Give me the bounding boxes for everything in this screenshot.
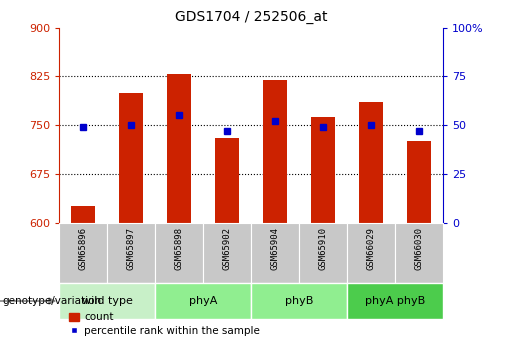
- Legend: count, percentile rank within the sample: count, percentile rank within the sample: [64, 308, 264, 340]
- Bar: [59, 223, 107, 283]
- Text: GSM65904: GSM65904: [270, 227, 280, 270]
- Text: GSM65902: GSM65902: [222, 227, 232, 270]
- Bar: [59, 283, 155, 319]
- Bar: [263, 80, 287, 223]
- Title: GDS1704 / 252506_at: GDS1704 / 252506_at: [175, 10, 328, 24]
- Bar: [155, 283, 251, 319]
- Bar: [215, 138, 239, 223]
- Text: phyB: phyB: [285, 296, 313, 306]
- Bar: [395, 223, 443, 283]
- Bar: [71, 206, 95, 223]
- Bar: [119, 92, 143, 223]
- Bar: [299, 223, 347, 283]
- Text: GSM66030: GSM66030: [415, 227, 423, 270]
- Text: phyA: phyA: [189, 296, 217, 306]
- Bar: [251, 283, 347, 319]
- Bar: [407, 141, 431, 223]
- Bar: [107, 223, 155, 283]
- Text: GSM65898: GSM65898: [175, 227, 184, 270]
- Text: GSM66029: GSM66029: [367, 227, 375, 270]
- Bar: [167, 75, 191, 223]
- Text: GSM65897: GSM65897: [127, 227, 135, 270]
- Text: GSM65910: GSM65910: [318, 227, 328, 270]
- Bar: [347, 283, 443, 319]
- Bar: [359, 102, 383, 223]
- Bar: [251, 223, 299, 283]
- Text: wild type: wild type: [82, 296, 133, 306]
- Text: phyA phyB: phyA phyB: [365, 296, 425, 306]
- Text: genotype/variation: genotype/variation: [3, 296, 101, 306]
- Text: GSM65896: GSM65896: [79, 227, 88, 270]
- Bar: [311, 117, 335, 223]
- Bar: [155, 223, 203, 283]
- Bar: [203, 223, 251, 283]
- Bar: [347, 223, 395, 283]
